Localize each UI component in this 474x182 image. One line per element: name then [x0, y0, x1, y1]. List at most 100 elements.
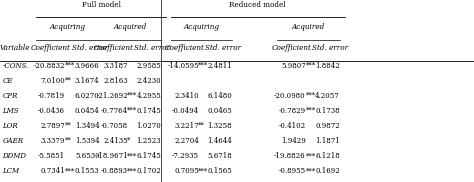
Text: -0.8893: -0.8893: [101, 167, 128, 175]
Text: Coefficient: Coefficient: [272, 44, 311, 52]
Text: 1.1871: 1.1871: [315, 137, 340, 145]
Text: -19.8826: -19.8826: [274, 152, 306, 160]
Text: LOR: LOR: [2, 122, 18, 130]
Text: 1.8842: 1.8842: [315, 62, 340, 70]
Text: ***: ***: [65, 167, 75, 175]
Text: LCM: LCM: [2, 167, 19, 175]
Text: -0.4102: -0.4102: [279, 122, 306, 130]
Text: -0.0436: -0.0436: [38, 107, 65, 115]
Text: ***: ***: [198, 167, 208, 175]
Text: 0.0454: 0.0454: [75, 107, 100, 115]
Text: ***: ***: [306, 62, 316, 70]
Text: ***: ***: [127, 167, 137, 175]
Text: **: **: [65, 122, 72, 130]
Text: LMS: LMS: [2, 107, 19, 115]
Text: 5.6718: 5.6718: [208, 152, 232, 160]
Text: 6.1218: 6.1218: [315, 152, 340, 160]
Text: -5.5851: -5.5851: [38, 152, 65, 160]
Text: -0.7058: -0.7058: [101, 122, 128, 130]
Text: CE: CE: [2, 77, 13, 85]
Text: -CONS.: -CONS.: [2, 62, 29, 70]
Text: ***: ***: [306, 92, 316, 100]
Text: 2.4135: 2.4135: [103, 137, 128, 145]
Text: -0.7819: -0.7819: [38, 92, 65, 100]
Text: DDMD: DDMD: [2, 152, 27, 160]
Text: 0.9872: 0.9872: [315, 122, 340, 130]
Text: 6.0270: 6.0270: [75, 92, 100, 100]
Text: -20.8832: -20.8832: [34, 62, 65, 70]
Text: -0.0494: -0.0494: [172, 107, 199, 115]
Text: Std. error: Std. error: [205, 44, 241, 52]
Text: 0.1745: 0.1745: [137, 107, 161, 115]
Text: 1.0270: 1.0270: [137, 122, 161, 130]
Text: 3.1674: 3.1674: [75, 77, 100, 85]
Text: Coefficient: Coefficient: [94, 44, 134, 52]
Text: Std. error: Std. error: [312, 44, 348, 52]
Text: CPR: CPR: [2, 92, 18, 100]
Text: 2.7897: 2.7897: [40, 122, 65, 130]
Text: Std. error: Std. error: [72, 44, 108, 52]
Text: -14.0595: -14.0595: [167, 62, 199, 70]
Text: 4.2955: 4.2955: [137, 92, 161, 100]
Text: Reduced model: Reduced model: [229, 1, 286, 9]
Text: Acquiring: Acquiring: [50, 23, 86, 31]
Text: 1.9429: 1.9429: [281, 137, 306, 145]
Text: ***: ***: [127, 92, 137, 100]
Text: -0.7829: -0.7829: [279, 107, 306, 115]
Text: 0.1565: 0.1565: [208, 167, 232, 175]
Text: -0.8955: -0.8955: [279, 167, 306, 175]
Text: 0.0465: 0.0465: [208, 107, 232, 115]
Text: Acquired: Acquired: [114, 23, 147, 31]
Text: -0.7764: -0.7764: [101, 107, 128, 115]
Text: Coefficient: Coefficient: [165, 44, 205, 52]
Text: **: **: [65, 137, 72, 145]
Text: ***: ***: [306, 152, 316, 160]
Text: -20.0980: -20.0980: [274, 92, 306, 100]
Text: 7.0100: 7.0100: [40, 77, 65, 85]
Text: 1.3258: 1.3258: [208, 122, 232, 130]
Text: GAER: GAER: [2, 137, 23, 145]
Text: ***: ***: [65, 62, 75, 70]
Text: Coefficient: Coefficient: [31, 44, 71, 52]
Text: *: *: [127, 137, 130, 145]
Text: -21.2692: -21.2692: [96, 92, 128, 100]
Text: -18.9671: -18.9671: [96, 152, 128, 160]
Text: 2.2704: 2.2704: [174, 137, 199, 145]
Text: 3.9666: 3.9666: [75, 62, 100, 70]
Text: 0.7095: 0.7095: [174, 167, 199, 175]
Text: Variable: Variable: [0, 44, 30, 52]
Text: **: **: [198, 122, 205, 130]
Text: 2.9585: 2.9585: [137, 62, 161, 70]
Text: 1.5394: 1.5394: [75, 137, 100, 145]
Text: Full model: Full model: [82, 1, 121, 9]
Text: 3.2217: 3.2217: [174, 122, 199, 130]
Text: 2.4230: 2.4230: [137, 77, 161, 85]
Text: Acquired: Acquired: [292, 23, 325, 31]
Text: 0.1553: 0.1553: [75, 167, 100, 175]
Text: 2.8163: 2.8163: [103, 77, 128, 85]
Text: 3.3379: 3.3379: [41, 137, 65, 145]
Text: 4.2057: 4.2057: [315, 92, 340, 100]
Text: ***: ***: [127, 152, 137, 160]
Text: 0.1738: 0.1738: [315, 107, 340, 115]
Text: 5.6530: 5.6530: [75, 152, 100, 160]
Text: 2.3410: 2.3410: [174, 92, 199, 100]
Text: 1.3494: 1.3494: [75, 122, 100, 130]
Text: Acquiring: Acquiring: [183, 23, 219, 31]
Text: 3.3187: 3.3187: [103, 62, 128, 70]
Text: 0.7341: 0.7341: [40, 167, 65, 175]
Text: 6.1745: 6.1745: [137, 152, 161, 160]
Text: -7.2935: -7.2935: [172, 152, 199, 160]
Text: 0.1692: 0.1692: [315, 167, 340, 175]
Text: 5.9807: 5.9807: [281, 62, 306, 70]
Text: Std. error: Std. error: [134, 44, 170, 52]
Text: ***: ***: [198, 62, 208, 70]
Text: ***: ***: [306, 167, 316, 175]
Text: ***: ***: [306, 107, 316, 115]
Text: 1.4644: 1.4644: [208, 137, 232, 145]
Text: 6.1480: 6.1480: [208, 92, 232, 100]
Text: 1.2523: 1.2523: [137, 137, 161, 145]
Text: **: **: [65, 77, 72, 85]
Text: ***: ***: [127, 107, 137, 115]
Text: 2.4811: 2.4811: [208, 62, 232, 70]
